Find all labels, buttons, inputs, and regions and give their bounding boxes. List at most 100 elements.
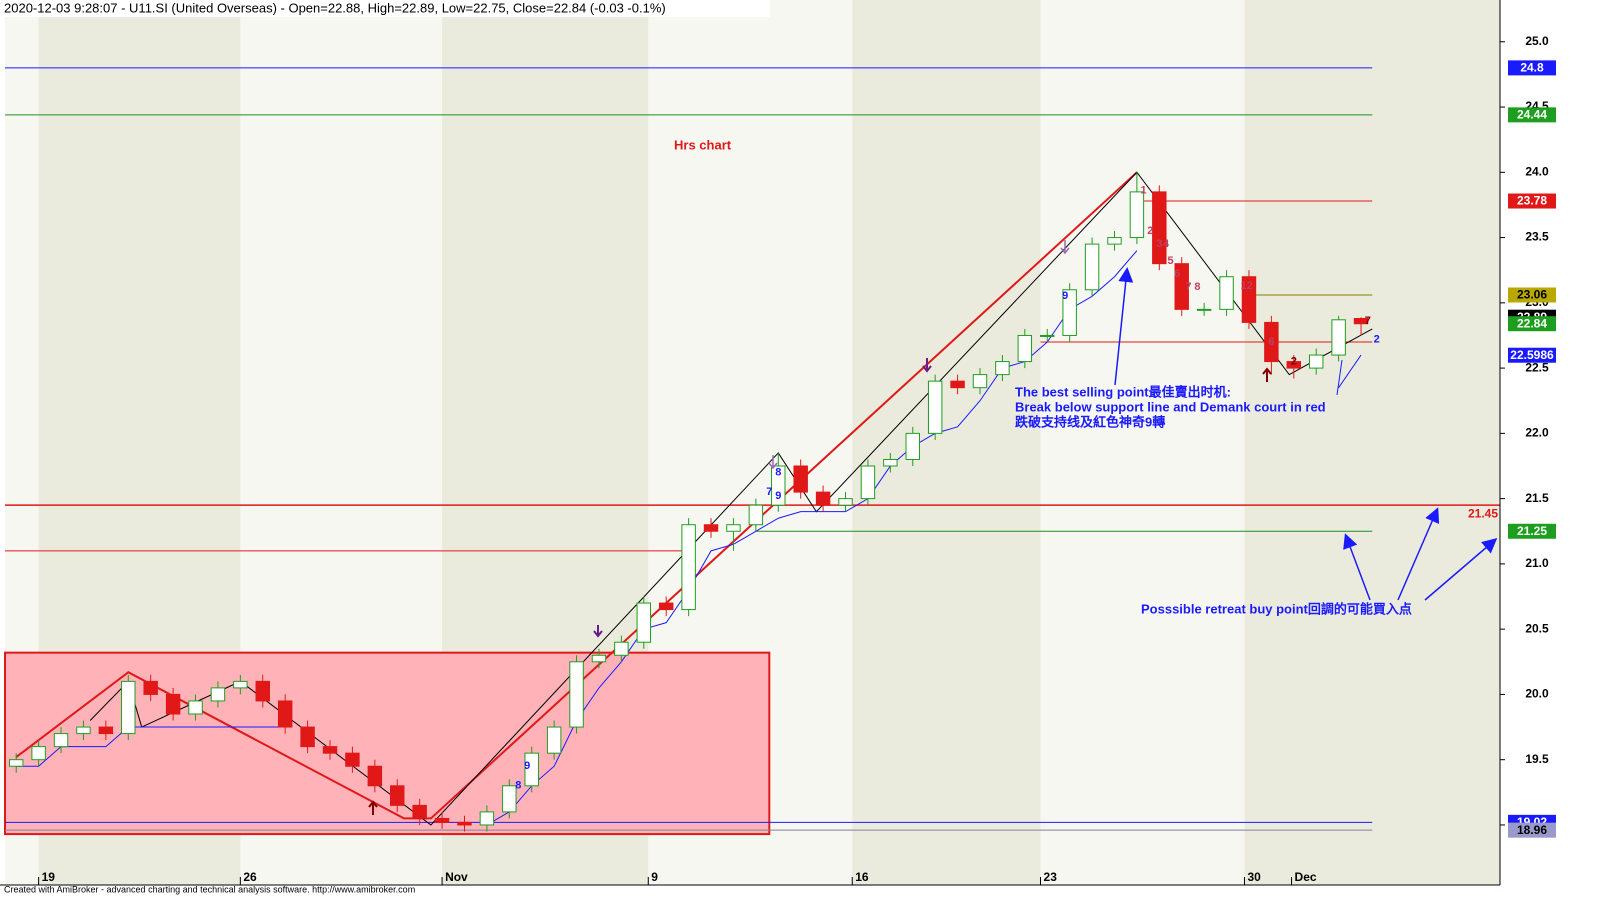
count-label: 2 <box>1291 355 1297 367</box>
title-background <box>0 0 770 17</box>
chart-label: Hrs chart <box>674 137 732 152</box>
x-tick-label: 9 <box>651 870 658 884</box>
candle-body <box>457 821 472 826</box>
level-label: 21.45 <box>1468 506 1498 520</box>
y-tick-label: 20.5 <box>1525 621 1549 635</box>
price-box-label: 23.06 <box>1517 288 1547 302</box>
signal-arrow <box>922 358 932 373</box>
candle-body <box>860 465 876 500</box>
price-box <box>1508 316 1556 332</box>
count-label: 2 <box>1374 333 1380 345</box>
signal-arrow <box>368 800 378 815</box>
price-box-label: 23.78 <box>1517 194 1547 208</box>
signal-arrow <box>1060 240 1070 255</box>
price-box-label: 24.44 <box>1517 108 1547 122</box>
price-box-label: 18.96 <box>1517 823 1547 837</box>
candle-body <box>972 374 988 389</box>
week-band <box>852 0 1041 885</box>
y-tick-label: 25.0 <box>1525 34 1549 48</box>
price-box <box>1508 523 1556 539</box>
candle-body <box>1062 289 1077 336</box>
arrow <box>1114 267 1134 386</box>
price-box <box>1508 822 1556 838</box>
count-label: 9 <box>1062 290 1068 302</box>
candle-body <box>98 726 114 735</box>
signal-arrow <box>1262 367 1272 382</box>
x-tick-label: 26 <box>243 870 257 884</box>
candle-body <box>1264 321 1279 363</box>
count-label: 8 <box>515 780 521 792</box>
candle-body <box>1331 319 1346 356</box>
candle-body <box>1353 317 1369 325</box>
price-axis: 19.019.520.020.521.021.522.022.523.023.5… <box>1468 0 1601 885</box>
week-band <box>1244 0 1500 885</box>
candle-body <box>524 752 539 787</box>
candle-body <box>322 746 338 754</box>
candle-body <box>995 361 1010 376</box>
candle-body <box>1152 191 1167 265</box>
x-tick-label: Dec <box>1295 870 1317 884</box>
y-tick-label: 23.5 <box>1525 230 1549 244</box>
candle-body <box>277 700 293 728</box>
x-tick-label: 30 <box>1247 870 1261 884</box>
count-label: 7 <box>766 486 772 498</box>
footer: Created with AmiBroker - advanced charti… <box>4 884 415 894</box>
candle-body <box>165 693 181 715</box>
candle-body <box>591 654 607 663</box>
candle-body <box>8 759 24 767</box>
candle-body <box>793 465 808 493</box>
count-label: 12 <box>1241 280 1253 292</box>
chart-title: 2020-12-03 9:28:07 - U11.SI (United Over… <box>4 0 666 15</box>
price-box <box>1508 193 1556 209</box>
candle-body <box>390 785 405 806</box>
count-label: 4 <box>1163 238 1170 250</box>
candle-body <box>905 432 920 460</box>
signal-arrow <box>593 625 603 638</box>
candle-body <box>1040 334 1055 337</box>
price-box <box>1508 107 1556 123</box>
left-margin <box>0 0 5 885</box>
candle-body <box>345 752 360 767</box>
candle-body <box>726 524 741 532</box>
candle-body <box>479 811 495 826</box>
x-tick-label: Nov <box>445 870 468 884</box>
candle-body <box>300 726 315 748</box>
candle-body <box>636 602 652 643</box>
annotations: Hrs chart The best selling point最佳賣出时机: … <box>368 137 1498 815</box>
count-label: 2 <box>1147 225 1153 237</box>
candle-body <box>367 765 383 787</box>
arrow <box>1424 538 1498 601</box>
y-tick-label: 24.0 <box>1525 164 1549 178</box>
count-label: 8 <box>1194 281 1200 293</box>
annotation: Break below support line and Demank cour… <box>1015 399 1326 414</box>
count-label: 5 <box>1167 255 1173 267</box>
candle-body <box>53 733 69 748</box>
count-label: 9 <box>524 760 530 772</box>
candle-body <box>121 680 136 735</box>
arrow <box>1397 507 1440 601</box>
candle-body <box>143 680 158 695</box>
candle-body <box>188 700 203 715</box>
candle-body <box>31 746 46 761</box>
x-tick-label: 23 <box>1044 870 1058 884</box>
candle-body <box>1129 191 1145 239</box>
price-box-label: 22.5986 <box>1510 348 1554 362</box>
candle-body <box>748 504 764 526</box>
candle-body <box>210 687 226 702</box>
count-label: 3 <box>1156 238 1162 250</box>
count-label: 6 <box>1268 336 1274 348</box>
x-tick-label: 19 <box>42 870 56 884</box>
candle-body <box>1084 243 1100 291</box>
candle-body <box>883 458 898 467</box>
candle-body <box>1196 308 1212 311</box>
price-box <box>1508 347 1556 363</box>
signal-arrow <box>768 455 778 470</box>
y-tick-label: 20.0 <box>1525 687 1549 701</box>
candle-body <box>771 465 786 506</box>
y-tick-label: 22.5 <box>1525 360 1549 374</box>
y-tick-label: 21.5 <box>1525 491 1549 505</box>
y-tick-label: 22.0 <box>1525 426 1549 440</box>
count-label: 7 <box>1185 281 1191 293</box>
count-label: 6 <box>1174 268 1180 280</box>
